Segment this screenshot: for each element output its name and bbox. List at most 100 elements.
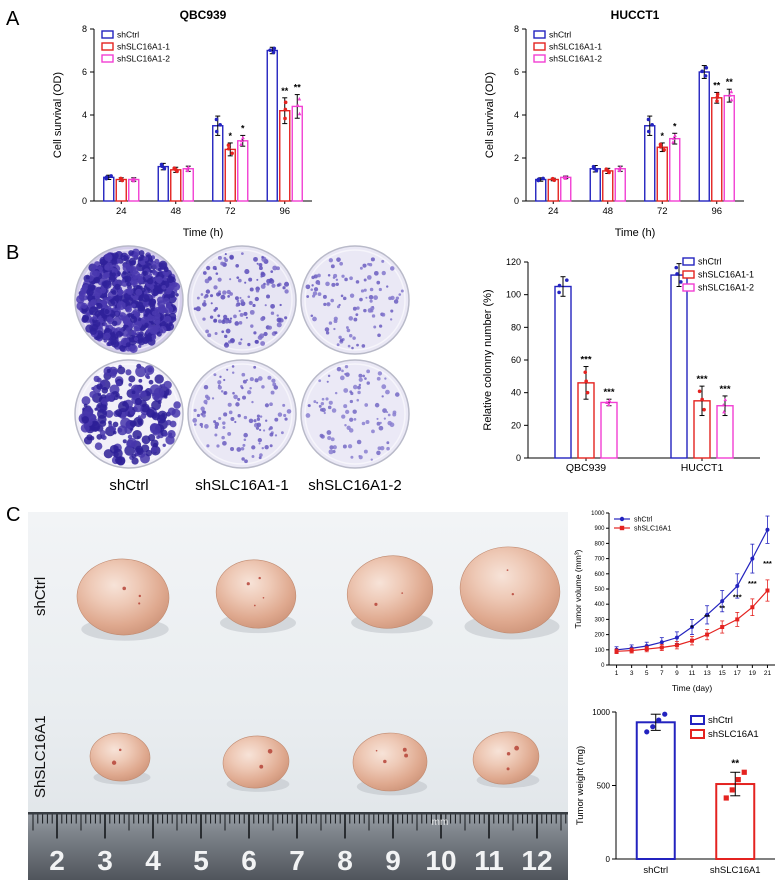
colony-dot [336, 343, 340, 347]
bar [614, 168, 626, 202]
colony-dot [122, 263, 132, 272]
colony-dot [282, 403, 286, 407]
data-point [715, 99, 719, 103]
colony-dot [358, 377, 363, 382]
colony-dot [206, 265, 211, 271]
colony-dot [386, 446, 390, 451]
colony-dot [237, 414, 241, 418]
colony-dot [257, 438, 262, 443]
colony-dot [192, 418, 198, 423]
colony-dot [233, 314, 237, 319]
colony-dot [195, 306, 201, 312]
colony-dot [134, 397, 143, 406]
y-tick-label: 900 [594, 526, 605, 532]
colony-dot [376, 280, 381, 285]
colony-dot [133, 321, 142, 330]
tumor [459, 546, 561, 634]
colony-dot [149, 269, 153, 273]
colony-dot [330, 437, 335, 442]
colony-dot [243, 311, 248, 316]
data-point [629, 648, 634, 653]
colony-dot [251, 400, 254, 404]
colony-dot [274, 434, 278, 437]
colony-dot [358, 373, 363, 378]
colony-dot [96, 302, 100, 307]
colony-dot [238, 321, 243, 325]
ruler-number: 8 [337, 845, 353, 876]
colony-dot [328, 258, 334, 263]
colony-dot [107, 305, 112, 310]
tumor [472, 731, 540, 785]
significance: * [691, 623, 694, 632]
colony-dot [99, 420, 107, 427]
colony-dot [327, 302, 330, 306]
colony-dot [393, 299, 399, 304]
colony-dot [82, 314, 89, 321]
colony-dot [356, 306, 360, 310]
colony-dot [133, 403, 143, 413]
colony-dot [254, 378, 259, 383]
data-point [618, 165, 623, 169]
colony-dot [263, 331, 268, 337]
data-point [109, 174, 113, 178]
colony-dot [163, 267, 169, 273]
y-tick-label: 600 [594, 572, 605, 578]
data-point [671, 136, 676, 140]
colony-dot [88, 413, 97, 422]
colony-dot [369, 287, 374, 292]
colony-dot [117, 289, 124, 296]
colony-dot [379, 421, 382, 425]
tumor [352, 732, 428, 792]
colony-dot [142, 438, 147, 443]
tumor-speck [506, 752, 511, 756]
colony-dot [131, 453, 137, 459]
colony-dot [220, 390, 224, 393]
y-tick-label: 800 [594, 541, 605, 547]
colony-dot [165, 271, 169, 276]
colony-dot [363, 278, 367, 282]
legend-label: shSLC16A1-2 [698, 283, 754, 293]
data-point [705, 612, 710, 617]
colony-dot [230, 338, 235, 343]
colony-dot [248, 300, 253, 306]
colony-dot [385, 389, 390, 395]
colony-dot [284, 289, 289, 294]
colony-dot [376, 417, 379, 420]
data-point [606, 402, 611, 407]
colony-dot [318, 404, 322, 408]
colony-dot [223, 314, 228, 319]
colony-dot [96, 383, 103, 390]
legend-swatch [533, 30, 546, 39]
data-point [674, 265, 679, 270]
colony-dot [242, 443, 246, 447]
colony-dot [162, 297, 170, 305]
colony-dot [148, 379, 154, 385]
colony-dot [359, 266, 363, 270]
data-point [557, 283, 562, 288]
colony-dot [104, 328, 110, 334]
bar [182, 168, 194, 202]
colony-dot [328, 321, 333, 325]
tumor [76, 558, 170, 636]
colony-dot [99, 258, 107, 266]
tumor-speck [506, 767, 510, 771]
colony-dot [347, 444, 353, 449]
colony-dot [217, 319, 222, 324]
data-point [735, 777, 741, 783]
colony-dot [260, 341, 266, 346]
colony-dot [367, 308, 373, 313]
colony-dot [328, 400, 333, 405]
colony-dot [130, 260, 136, 266]
colony-dot [104, 253, 113, 262]
y-tick-label: 0 [516, 453, 521, 463]
colony-dot [129, 409, 135, 415]
y-tick-label: 20 [511, 420, 521, 430]
colony-dot [112, 430, 117, 435]
x-tick-label: 21 [764, 670, 772, 677]
colony-dot [259, 415, 263, 418]
colony-dot [345, 326, 349, 329]
significance: * [660, 131, 664, 141]
legend-swatch [690, 715, 705, 725]
significance: *** [719, 384, 730, 395]
ruler-number: 3 [97, 845, 113, 876]
